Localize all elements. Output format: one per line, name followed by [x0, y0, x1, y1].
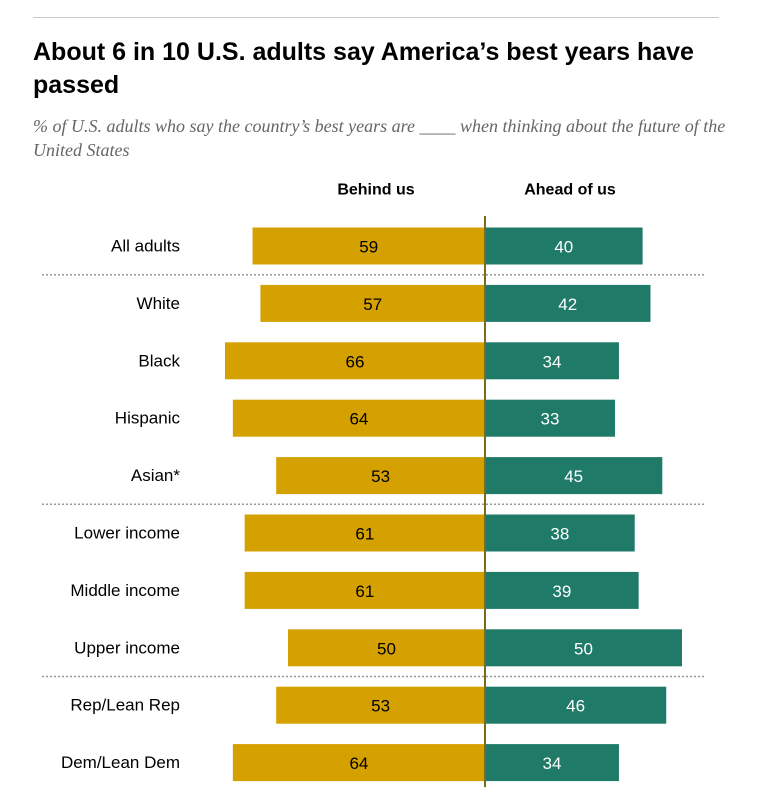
bar-ahead-of-us [485, 227, 643, 265]
chart-subtitle: % of U.S. adults who say the country’s b… [33, 116, 726, 160]
value-label-behind: 57 [363, 295, 382, 314]
value-label-behind: 61 [355, 582, 374, 601]
bar-behind-us [232, 744, 485, 782]
category-label: Dem/Lean Dem [61, 753, 180, 772]
top-rule [33, 17, 719, 18]
bar-behind-us [288, 629, 485, 667]
bar-behind-us [244, 514, 485, 552]
value-label-ahead: 40 [554, 238, 573, 257]
bar-behind-us [276, 686, 485, 724]
value-label-behind: 64 [349, 754, 368, 773]
category-label: Middle income [70, 581, 180, 600]
category-label: Rep/Lean Rep [70, 696, 180, 715]
bar-ahead-of-us [485, 744, 619, 782]
bar-ahead-of-us [485, 399, 616, 437]
value-label-ahead: 50 [574, 639, 593, 658]
value-label-behind: 61 [355, 525, 374, 544]
value-label-behind: 53 [371, 467, 390, 486]
bar-behind-us [276, 457, 485, 495]
bar-behind-us [244, 571, 485, 609]
bar-ahead-of-us [485, 342, 619, 380]
bar-behind-us [260, 284, 485, 322]
value-label-ahead: 38 [550, 525, 569, 544]
value-label-behind: 59 [359, 238, 378, 257]
value-label-ahead: 39 [552, 582, 571, 601]
series-header-ahead: Ahead of us [524, 182, 616, 199]
value-label-ahead: 34 [543, 352, 562, 371]
bar-ahead-of-us [485, 457, 663, 495]
category-label: White [137, 294, 180, 313]
bar-behind-us [224, 342, 485, 380]
value-label-ahead: 42 [558, 295, 577, 314]
bar-behind-us [252, 227, 485, 265]
value-label-ahead: 46 [566, 697, 585, 716]
bar-ahead-of-us [485, 571, 639, 609]
bar-ahead-of-us [485, 686, 667, 724]
category-label: Black [138, 351, 180, 370]
bar-ahead-of-us [485, 629, 682, 667]
value-label-behind: 53 [371, 697, 390, 716]
category-label: Lower income [74, 524, 180, 543]
category-label: All adults [111, 237, 180, 256]
value-label-behind: 66 [346, 352, 365, 371]
bar-behind-us [232, 399, 485, 437]
bar-ahead-of-us [485, 284, 651, 322]
category-label: Upper income [74, 638, 180, 657]
category-label: Hispanic [115, 409, 181, 428]
category-label: Asian* [131, 466, 181, 485]
bar-ahead-of-us [485, 514, 635, 552]
value-label-behind: 50 [377, 639, 396, 658]
chart-title: About 6 in 10 U.S. adults say America’s … [33, 38, 694, 99]
value-label-behind: 64 [349, 410, 368, 429]
value-label-ahead: 45 [564, 467, 583, 486]
value-label-ahead: 34 [543, 754, 562, 773]
value-label-ahead: 33 [541, 410, 560, 429]
series-header-behind: Behind us [337, 182, 414, 199]
